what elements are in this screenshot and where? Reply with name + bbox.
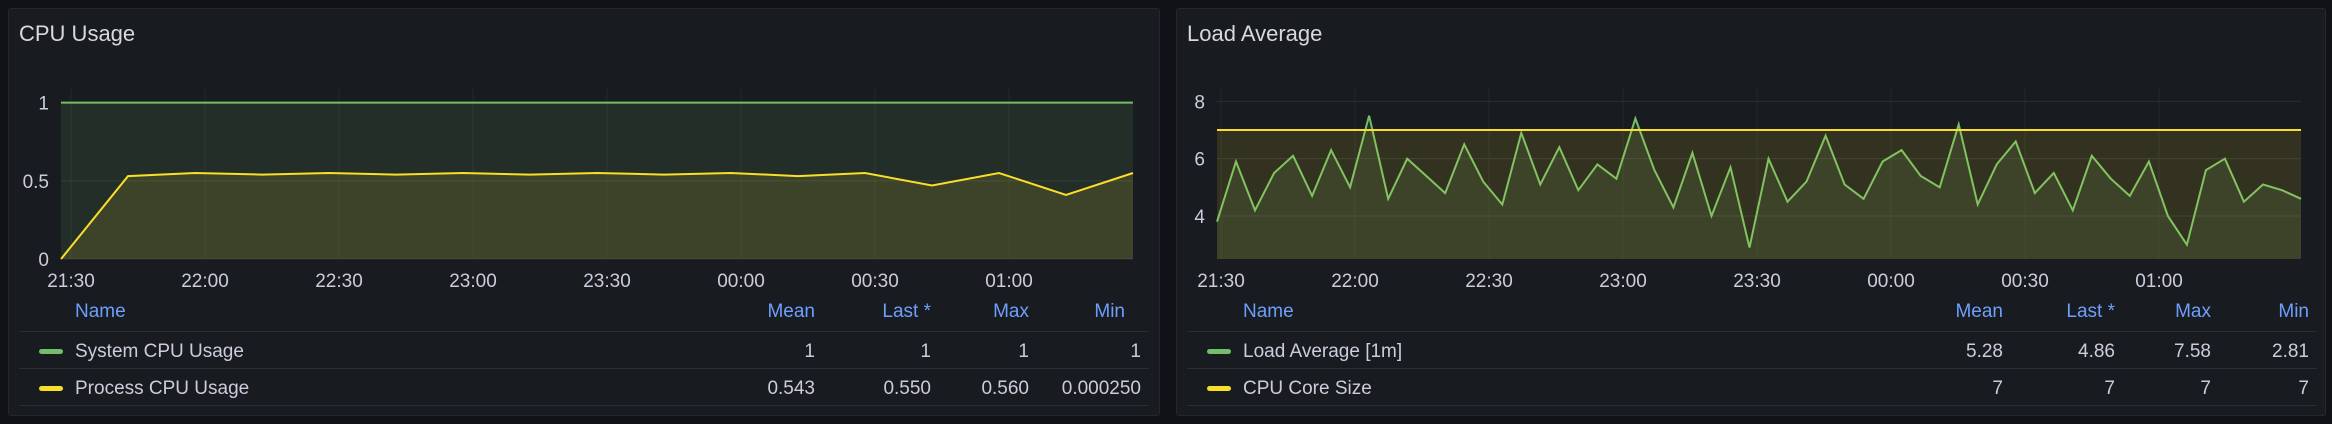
- panel-title: CPU Usage: [19, 21, 136, 46]
- series-area: [1217, 130, 2301, 259]
- legend-min-value: 0.000250: [1061, 378, 1141, 399]
- legend-row-load-average[interactable]: Load Average [1m] 5.28 4.86 7.58 2.81: [1187, 332, 2317, 369]
- legend-col-name[interactable]: Name: [75, 301, 126, 322]
- x-tick-label: 22:00: [181, 271, 229, 292]
- legend-max-value: 7: [2200, 378, 2211, 399]
- load-average-panel: Load Average 4 6 8 21:30 22:00 22:30 23:00 23:3…: [1176, 8, 2326, 416]
- legend-header: Name Mean Last * Max Min: [19, 295, 1149, 332]
- x-tick-label: 22:30: [315, 271, 363, 292]
- legend-last-value: 1: [920, 341, 931, 362]
- legend-series-name[interactable]: Process CPU Usage: [75, 378, 250, 399]
- legend-row-cpu-core-size[interactable]: CPU Core Size 7 7 7 7: [1187, 369, 2317, 406]
- legend-max-value: 0.560: [981, 378, 1029, 399]
- legend-table: Name Mean Last * Max Min System CPU Usag…: [19, 295, 1149, 406]
- legend-last-value: 0.550: [883, 378, 931, 399]
- y-tick-label: 0: [38, 250, 49, 271]
- cpu-usage-panel: CPU Usage 0 0.5 1 21:30 22:00 22:30 23:00 23:30…: [8, 8, 1160, 416]
- legend-series-name[interactable]: CPU Core Size: [1243, 378, 1372, 399]
- legend-row-system-cpu[interactable]: System CPU Usage 1 1 1 1: [19, 332, 1149, 369]
- legend-max-value: 1: [1018, 341, 1029, 362]
- cpu-usage-chart[interactable]: 0 0.5 1 21:30 22:00 22:30 23:00 23:30 00:00 00:30…: [9, 9, 1160, 292]
- legend-max-value: 7.58: [2174, 341, 2211, 362]
- y-tick-label: 8: [1194, 92, 1205, 113]
- legend-row-process-cpu[interactable]: Process CPU Usage 0.543 0.550 0.560 0.00…: [19, 369, 1149, 406]
- x-tick-label: 22:00: [1331, 271, 1379, 292]
- legend-table: Name Mean Last * Max Min Load Average [1…: [1187, 295, 2317, 406]
- load-average-chart[interactable]: 4 6 8 21:30 22:00 22:30 23:00 23:30 00:00 00:30 01…: [1177, 9, 2326, 292]
- legend-header: Name Mean Last * Max Min: [1187, 295, 2317, 332]
- y-tick-label: 1: [38, 94, 49, 115]
- legend-col-name[interactable]: Name: [1243, 301, 1294, 322]
- x-tick-label: 23:00: [1599, 271, 1647, 292]
- legend-series-name[interactable]: System CPU Usage: [75, 341, 244, 362]
- series-line[interactable]: [1216, 115, 2302, 248]
- legend-mean-value: 7: [1992, 378, 2003, 399]
- series-color-swatch: [39, 386, 63, 391]
- x-tick-label: 00:30: [851, 271, 899, 292]
- series-color-swatch: [1207, 349, 1231, 354]
- x-tick-label: 22:30: [1465, 271, 1513, 292]
- x-tick-label: 23:30: [1733, 271, 1781, 292]
- legend-col-mean[interactable]: Mean: [1955, 301, 2003, 322]
- legend-last-value: 7: [2104, 378, 2115, 399]
- y-tick-label: 6: [1194, 150, 1205, 171]
- x-tick-label: 00:00: [717, 271, 765, 292]
- legend-col-last[interactable]: Last *: [882, 301, 931, 322]
- x-tick-label: 23:30: [583, 271, 631, 292]
- x-tick-label: 00:00: [1867, 271, 1915, 292]
- legend-min-value: 1: [1130, 341, 1141, 362]
- series-line[interactable]: [60, 171, 1134, 260]
- x-tick-label: 21:30: [47, 271, 95, 292]
- legend-col-mean[interactable]: Mean: [767, 301, 815, 322]
- legend-col-max[interactable]: Max: [993, 301, 1029, 322]
- x-tick-label: 01:00: [2135, 271, 2183, 292]
- series-area: [61, 173, 1133, 259]
- x-tick-label: 21:30: [1197, 271, 1245, 292]
- legend-mean-value: 0.543: [767, 378, 815, 399]
- legend-min-value: 7: [2298, 378, 2309, 399]
- legend-mean-value: 5.28: [1966, 341, 2003, 362]
- series-area: [1217, 115, 2301, 259]
- series-color-swatch: [1207, 386, 1231, 391]
- legend-min-value: 2.81: [2272, 341, 2309, 362]
- legend-col-last[interactable]: Last *: [2066, 301, 2115, 322]
- panel-title: Load Average: [1187, 21, 1323, 46]
- legend-col-max[interactable]: Max: [2175, 301, 2211, 322]
- legend-col-min[interactable]: Min: [2278, 301, 2309, 322]
- series-area: [61, 102, 1133, 259]
- x-tick-label: 00:30: [2001, 271, 2049, 292]
- series-color-swatch: [39, 349, 63, 354]
- legend-mean-value: 1: [804, 341, 815, 362]
- x-tick-label: 01:00: [985, 271, 1033, 292]
- legend-col-min[interactable]: Min: [1094, 301, 1125, 322]
- y-tick-label: 0.5: [23, 172, 49, 193]
- y-tick-label: 4: [1194, 207, 1205, 228]
- x-tick-label: 23:00: [449, 271, 497, 292]
- legend-last-value: 4.86: [2078, 341, 2115, 362]
- legend-series-name[interactable]: Load Average [1m]: [1243, 341, 1403, 362]
